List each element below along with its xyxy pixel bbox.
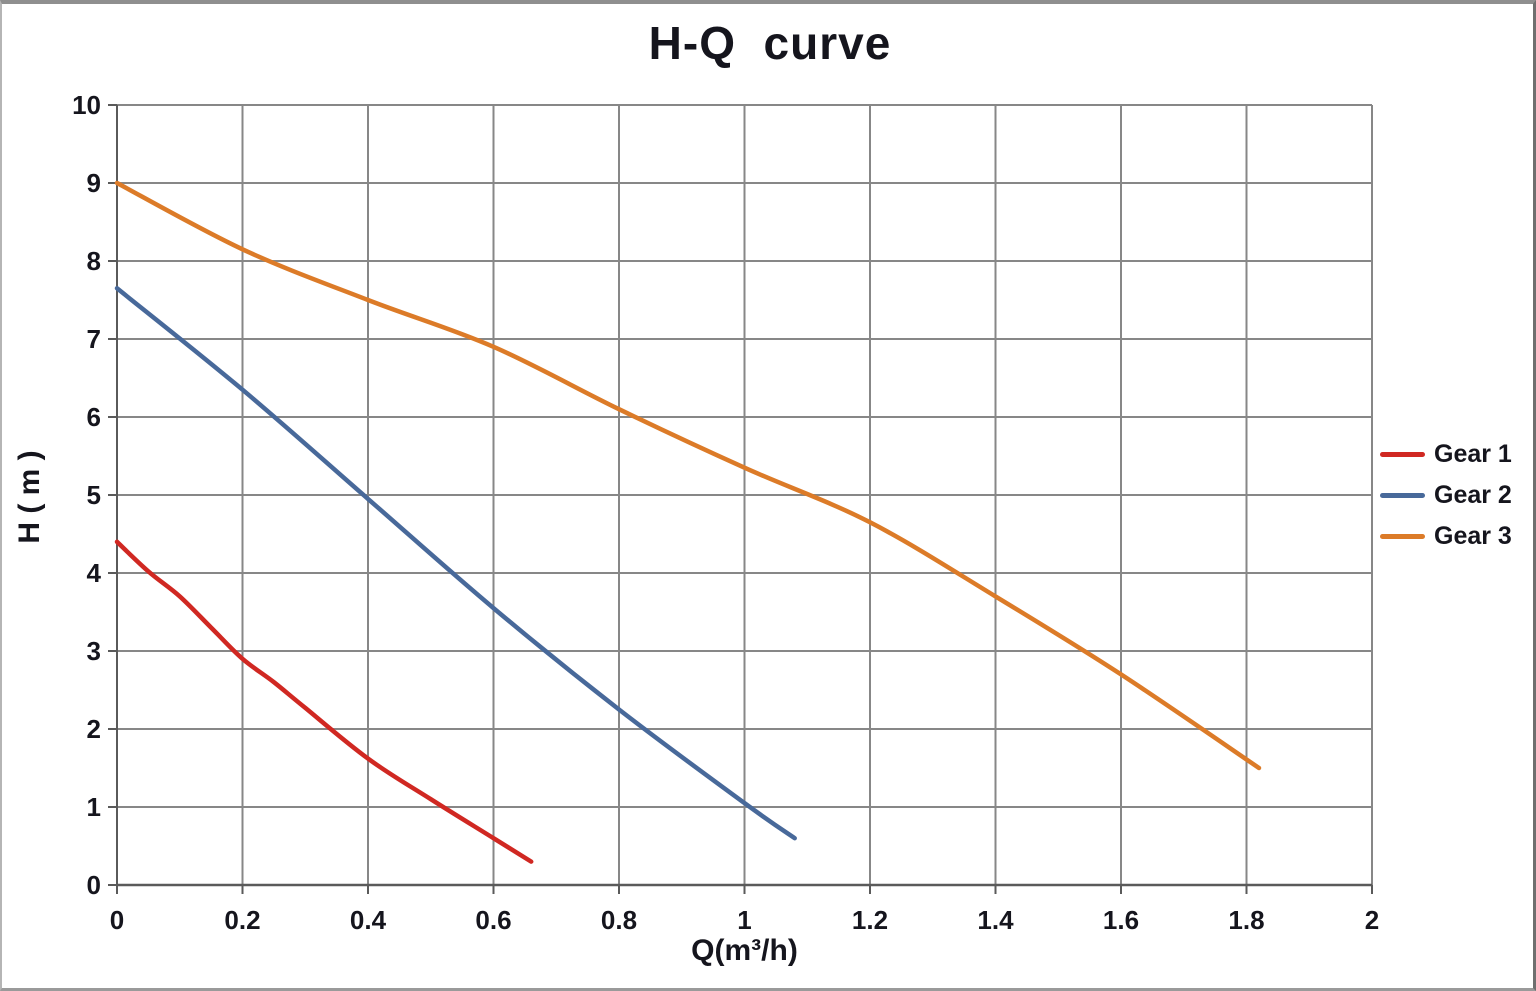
series-line-gear-2 xyxy=(114,286,797,841)
x-tick-label: 0.2 xyxy=(224,905,260,935)
legend-item-gear-3: Gear 3 xyxy=(1380,521,1533,550)
y-tick-label: 1 xyxy=(87,792,101,822)
x-tick-label: 0.4 xyxy=(350,905,387,935)
x-tick-label: 0.8 xyxy=(601,905,637,935)
legend-line-swatch xyxy=(1380,533,1425,539)
y-tick-label: 9 xyxy=(87,168,101,198)
x-tick-label: 1 xyxy=(737,905,751,935)
legend-item-gear-2: Gear 2 xyxy=(1380,480,1533,509)
y-tick-label: 3 xyxy=(87,636,101,666)
y-tick-label: 10 xyxy=(72,90,101,120)
x-tick-label: 1.8 xyxy=(1228,905,1264,935)
x-tick-label: 0 xyxy=(110,905,124,935)
x-tick-label: 1.6 xyxy=(1103,905,1139,935)
series-line-gear-1 xyxy=(114,539,534,864)
y-tick-label: 0 xyxy=(87,870,101,900)
y-tick-label: 5 xyxy=(87,480,101,510)
x-tick-label: 1.4 xyxy=(977,905,1014,935)
legend-line-swatch xyxy=(1380,492,1425,498)
chart-legend: Gear 1 Gear 2 Gear 3 xyxy=(1380,439,1533,550)
legend-line-swatch xyxy=(1380,451,1425,457)
legend-label: Gear 1 xyxy=(1434,439,1512,468)
legend-label: Gear 3 xyxy=(1434,521,1512,550)
x-axis-title: Q(m³/h) xyxy=(691,934,798,967)
y-tick-label: 4 xyxy=(87,558,102,588)
legend-item-gear-1: Gear 1 xyxy=(1380,439,1533,468)
hq-curve-plot: 0 0.2 0.4 0.6 0.8 1 1.2 1.4 1.6 1.8 2 0 1 2 3 4 5 6 7 8 9 10 xyxy=(72,90,1379,935)
x-tick-label: 1.2 xyxy=(852,905,888,935)
x-tick-label: 0.6 xyxy=(475,905,511,935)
y-tick-label: 7 xyxy=(87,324,101,354)
chart-title: H-Q curve xyxy=(648,17,892,69)
legend-label: Gear 2 xyxy=(1434,480,1512,509)
x-tick-label: 2 xyxy=(1365,905,1379,935)
y-tick-label: 2 xyxy=(87,714,101,744)
y-tick-label: 6 xyxy=(87,402,101,432)
series-line-gear-3 xyxy=(114,180,1262,771)
y-tick-label: 8 xyxy=(87,246,101,276)
